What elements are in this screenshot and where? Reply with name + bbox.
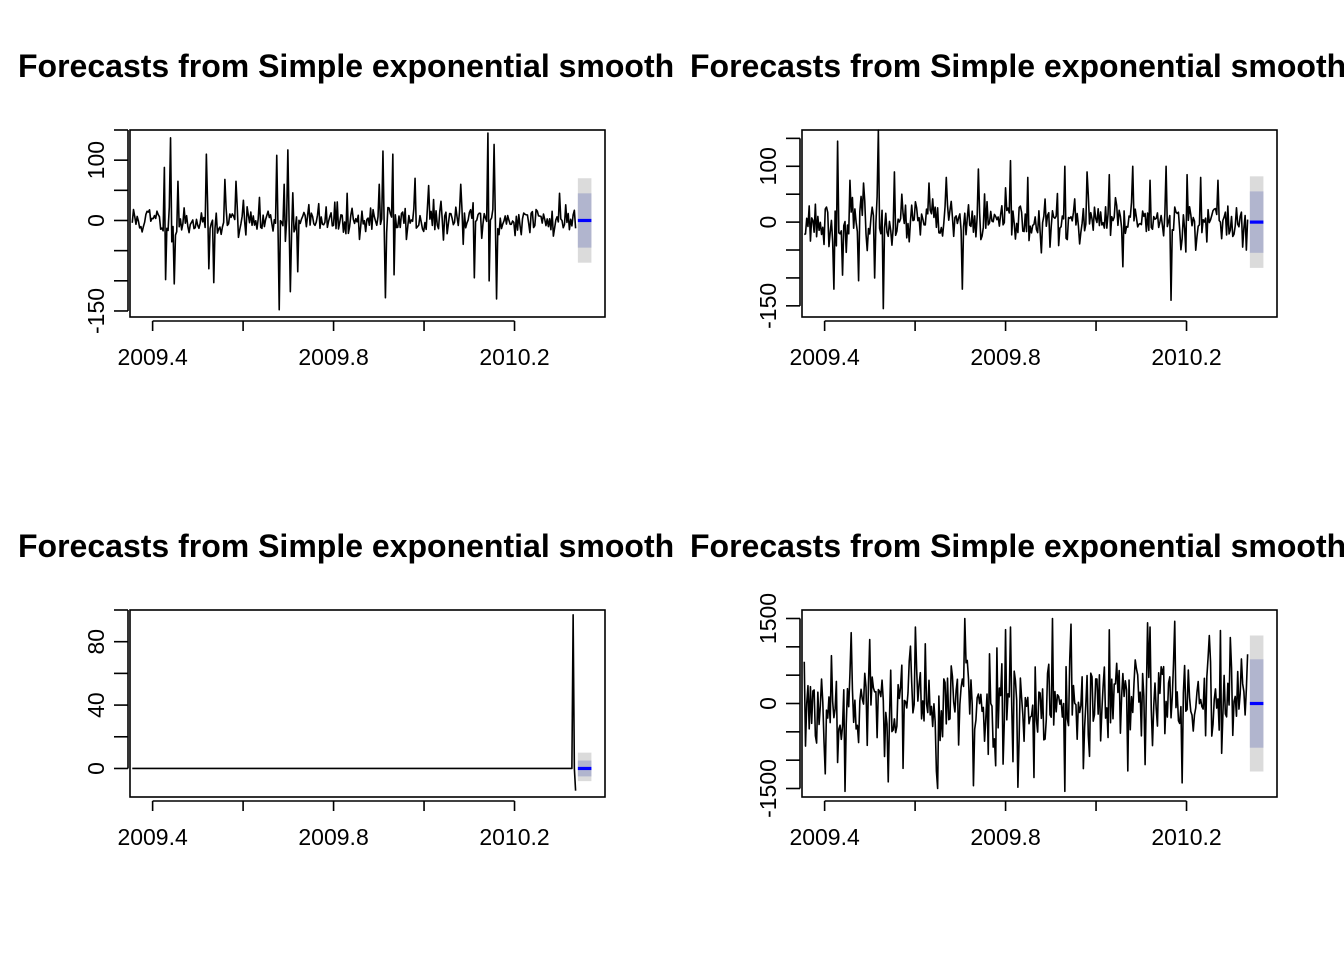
plot-frame — [801, 129, 1278, 318]
chart-panel-1: Forecasts from Simple exponential smooth… — [18, 48, 722, 370]
x-tick-label: 2009.8 — [970, 824, 1040, 850]
x-tick-label: 2009.4 — [789, 344, 860, 370]
x-tick-label: 2009.4 — [117, 344, 188, 370]
x-tick-label: 2010.2 — [1151, 344, 1221, 370]
y-tick-label: 0 — [83, 762, 109, 775]
y-tick-label: 40 — [83, 692, 109, 718]
plot-frame — [129, 609, 606, 798]
series-line — [132, 613, 577, 791]
y-tick-label: 100 — [755, 147, 781, 185]
y-tick-label: 0 — [755, 697, 781, 710]
y-tick-label: -150 — [83, 288, 109, 334]
chart-title: Forecasts from Simple exponential smooth… — [18, 48, 722, 84]
y-tick-label: 0 — [755, 216, 781, 229]
series-line — [803, 129, 1249, 310]
series-line — [803, 617, 1249, 793]
series-line — [131, 132, 577, 311]
y-tick-label: 0 — [83, 214, 109, 227]
y-tick-label: 100 — [83, 141, 109, 179]
chart-panel-3: Forecasts from Simple exponential smooth… — [18, 528, 722, 850]
chart-panel-4: Forecasts from Simple exponential smooth… — [690, 528, 1344, 850]
x-tick-label: 2009.8 — [298, 824, 368, 850]
x-tick-label: 2009.4 — [789, 824, 860, 850]
y-tick-label: 80 — [83, 629, 109, 655]
x-tick-label: 2010.2 — [479, 344, 549, 370]
x-tick-label: 2009.8 — [970, 344, 1040, 370]
x-tick-label: 2010.2 — [1151, 824, 1221, 850]
chart-title: Forecasts from Simple exponential smooth… — [690, 48, 1344, 84]
chart-title: Forecasts from Simple exponential smooth… — [18, 528, 722, 564]
y-tick-label: -1500 — [755, 759, 781, 818]
chart-panel-2: Forecasts from Simple exponential smooth… — [690, 48, 1344, 370]
x-tick-label: 2009.8 — [298, 344, 368, 370]
y-tick-label: -150 — [755, 283, 781, 329]
chart-title: Forecasts from Simple exponential smooth… — [690, 528, 1344, 564]
x-tick-label: 2010.2 — [479, 824, 549, 850]
plot-frame — [801, 609, 1278, 798]
x-tick-label: 2009.4 — [117, 824, 188, 850]
y-tick-label: 1500 — [755, 593, 781, 644]
plot-frame — [129, 129, 606, 318]
